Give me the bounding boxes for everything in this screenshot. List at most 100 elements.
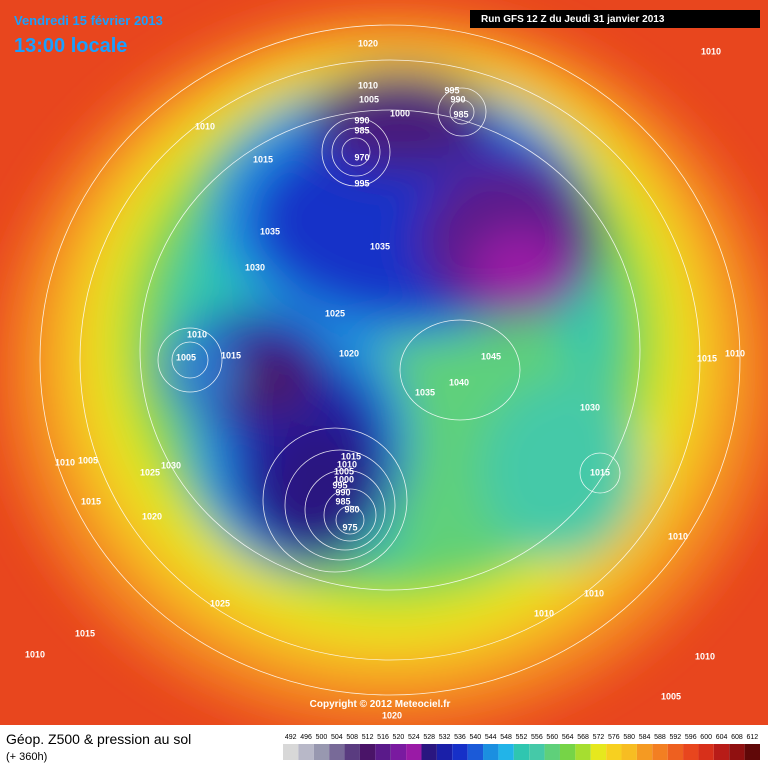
isobar-label: 990 bbox=[354, 115, 369, 125]
scale-label: 592 bbox=[670, 734, 682, 741]
isobar-label: 1020 bbox=[339, 348, 359, 358]
isobar-label: 1030 bbox=[161, 460, 181, 470]
scale-swatch bbox=[421, 744, 437, 760]
isobar-label: 1030 bbox=[245, 262, 265, 272]
isobar-label: 985 bbox=[354, 125, 369, 135]
isobar-label: 985 bbox=[453, 109, 468, 119]
scale-swatch bbox=[283, 744, 299, 760]
scale-label: 604 bbox=[716, 734, 728, 741]
isobar-label: 1005 bbox=[661, 691, 681, 701]
scale-swatch bbox=[590, 744, 607, 760]
scale-swatch bbox=[513, 744, 530, 760]
isobar-label: 1010 bbox=[25, 649, 45, 659]
isobar-label: 1030 bbox=[580, 402, 600, 412]
scale-label: 524 bbox=[408, 734, 420, 741]
isobar-label: 1015 bbox=[697, 353, 717, 363]
scale-swatch bbox=[406, 744, 422, 760]
scale-swatch bbox=[529, 744, 545, 760]
run-info: Run GFS 12 Z du Jeudi 31 janvier 2013 bbox=[481, 14, 665, 25]
isobar-label: 1015 bbox=[253, 154, 273, 164]
isobar-label: 1005 bbox=[78, 455, 98, 465]
copyright: Copyright © 2012 Meteociel.fr bbox=[310, 699, 451, 710]
scale-swatch bbox=[483, 744, 499, 760]
footer-subtitle: (+ 360h) bbox=[6, 751, 47, 763]
scale-label: 504 bbox=[331, 734, 343, 741]
scale-swatch bbox=[683, 744, 699, 760]
scale-swatch bbox=[298, 744, 314, 760]
scale-swatch bbox=[559, 744, 576, 760]
isobar-label: 1025 bbox=[140, 467, 160, 477]
scale-label: 492 bbox=[285, 734, 297, 741]
scale-swatch bbox=[652, 744, 668, 760]
isobar-label: 1015 bbox=[341, 451, 361, 461]
isobar-label: 985 bbox=[335, 496, 350, 506]
scale-label: 608 bbox=[731, 734, 743, 741]
scale-swatch bbox=[390, 744, 407, 760]
isobar-label: 1020 bbox=[358, 38, 378, 48]
isobar-label: 1025 bbox=[325, 308, 345, 318]
scale-label: 496 bbox=[300, 734, 312, 741]
scale-label: 552 bbox=[516, 734, 528, 741]
scale-swatch bbox=[606, 744, 622, 760]
isobar-label: 1015 bbox=[590, 467, 610, 477]
isobar-label: 995 bbox=[332, 480, 347, 490]
scale-swatch bbox=[667, 744, 684, 760]
field bbox=[0, 0, 768, 725]
isobar-label: 1015 bbox=[75, 628, 95, 638]
scale-swatch bbox=[575, 744, 591, 760]
scale-label: 516 bbox=[377, 734, 389, 741]
scale-swatch bbox=[313, 744, 330, 760]
scale-label: 536 bbox=[454, 734, 466, 741]
isobar-label: 1015 bbox=[81, 496, 101, 506]
scale-label: 512 bbox=[362, 734, 374, 741]
isobar-label: 1005 bbox=[359, 94, 379, 104]
isobar-label: 1000 bbox=[334, 474, 354, 484]
scale-swatch bbox=[344, 744, 360, 760]
isobar-label: 990 bbox=[450, 94, 465, 104]
isobar-label: 1025 bbox=[210, 598, 230, 608]
scale-swatch bbox=[436, 744, 453, 760]
color-scale: 492 496 500 504 508 512 516 520 524 528 532 536 540 5… bbox=[283, 734, 760, 760]
isobar-label: 1020 bbox=[142, 511, 162, 521]
scale-swatch bbox=[498, 744, 514, 760]
isobar-label: 970 bbox=[354, 152, 369, 162]
date: Vendredi 15 février 2013 bbox=[14, 13, 163, 28]
scale-label: 572 bbox=[593, 734, 605, 741]
scale-label: 612 bbox=[746, 734, 758, 741]
isobar-label: 1035 bbox=[370, 241, 390, 251]
scale-swatch bbox=[452, 744, 468, 760]
scale-label: 588 bbox=[654, 734, 666, 741]
scale-label: 560 bbox=[546, 734, 558, 741]
time: 13:00 locale bbox=[14, 35, 127, 57]
isobar-label: 1010 bbox=[725, 348, 745, 358]
scale-swatch bbox=[329, 744, 345, 760]
scale-label: 508 bbox=[346, 734, 358, 741]
scale-swatch bbox=[713, 744, 730, 760]
scale-label: 564 bbox=[562, 734, 574, 741]
isobar-label: 1040 bbox=[449, 377, 469, 387]
isobar-label: 1010 bbox=[584, 588, 604, 598]
scale-swatch bbox=[729, 744, 745, 760]
scale-label: 520 bbox=[393, 734, 405, 741]
isobar-label: 1015 bbox=[221, 350, 241, 360]
isobar-label: 995 bbox=[354, 178, 369, 188]
isobar-label: 1000 bbox=[390, 108, 410, 118]
isobar-label: 1035 bbox=[415, 387, 435, 397]
scale-label: 544 bbox=[485, 734, 497, 741]
isobar-label: 1010 bbox=[55, 457, 75, 467]
scale-label: 540 bbox=[469, 734, 481, 741]
scale-label: 568 bbox=[577, 734, 589, 741]
scale-label: 556 bbox=[531, 734, 543, 741]
isobar-label: 1010 bbox=[695, 651, 715, 661]
footer-title: Géop. Z500 & pression au sol bbox=[6, 731, 191, 747]
isobar-label: 1010 bbox=[668, 531, 688, 541]
scale-label: 548 bbox=[500, 734, 512, 741]
isobar-label: 1010 bbox=[534, 608, 554, 618]
isobar-label: 1035 bbox=[260, 226, 280, 236]
scale-swatch bbox=[467, 744, 484, 760]
isobar-label: 980 bbox=[344, 504, 359, 514]
isobar-label: 1010 bbox=[337, 459, 357, 469]
